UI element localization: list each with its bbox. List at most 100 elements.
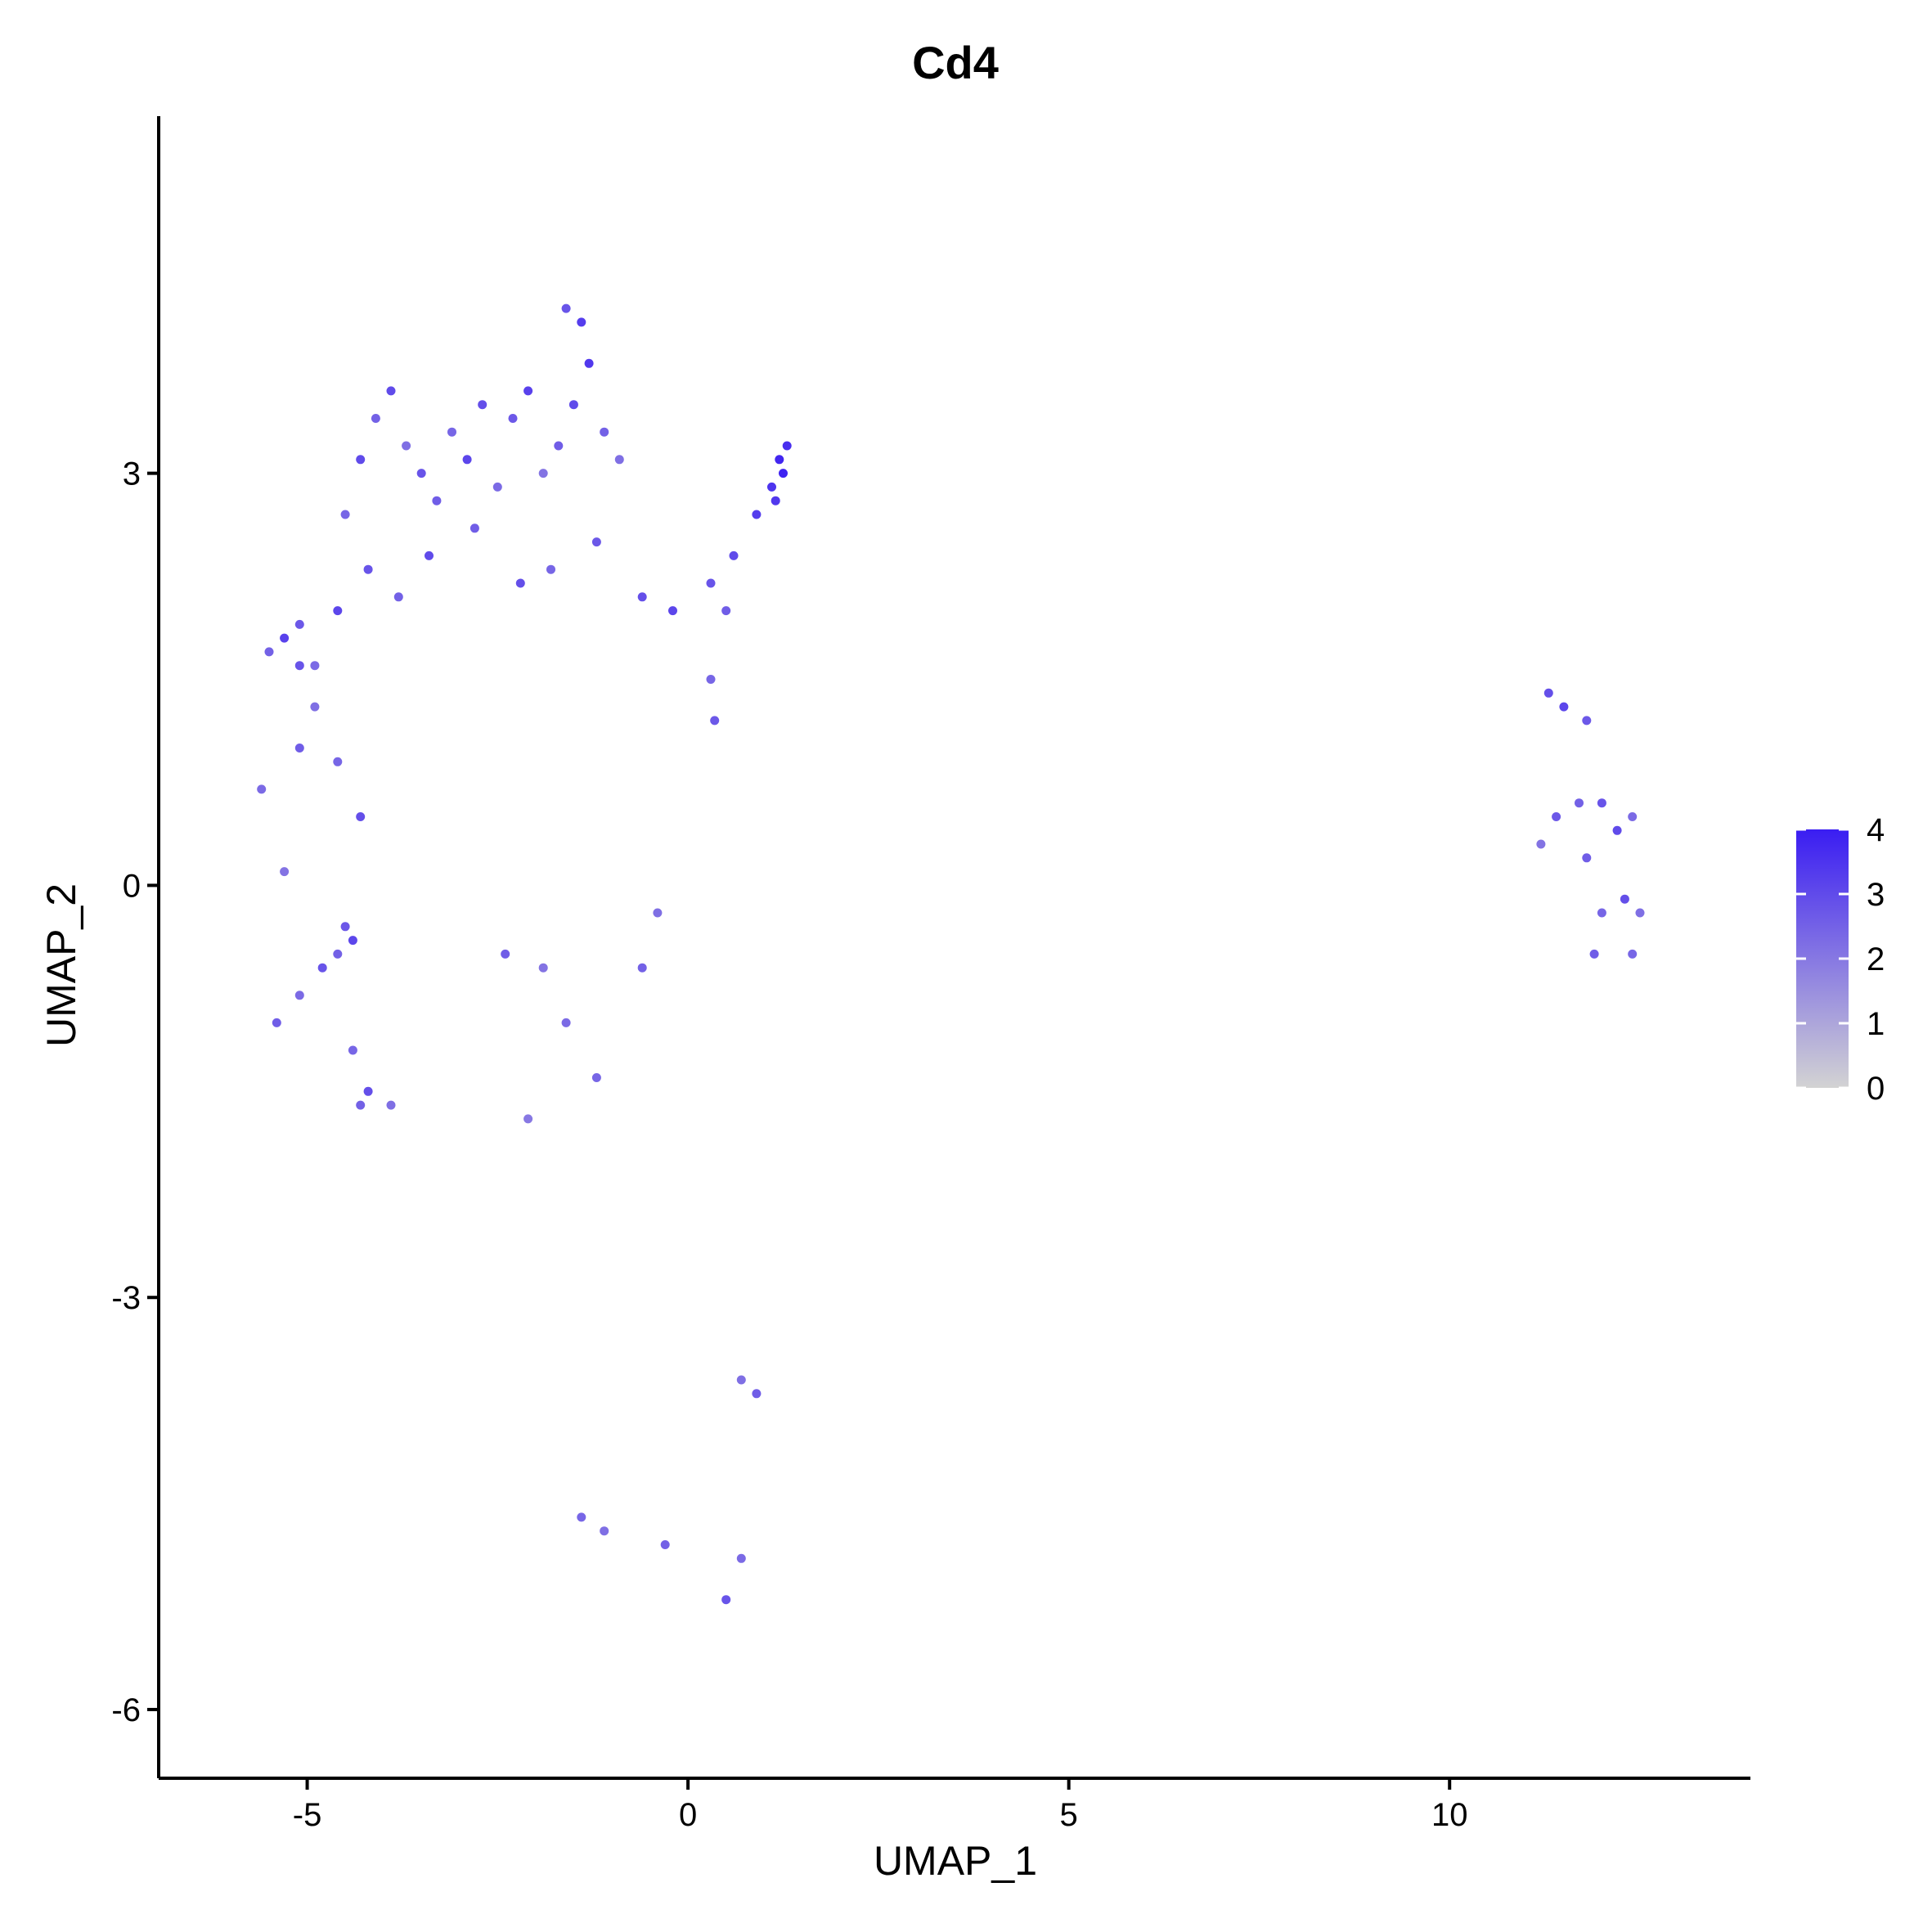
data-point bbox=[257, 784, 267, 794]
data-point bbox=[1589, 949, 1599, 959]
data-point bbox=[637, 963, 647, 973]
y-tick-label: 3 bbox=[123, 456, 141, 492]
data-point bbox=[363, 1086, 373, 1096]
data-point bbox=[600, 427, 609, 437]
data-point bbox=[1559, 702, 1569, 712]
data-point bbox=[752, 510, 762, 519]
colorbar-label: 3 bbox=[1867, 877, 1885, 913]
data-point bbox=[782, 441, 792, 451]
data-point bbox=[333, 606, 343, 616]
data-point bbox=[577, 1512, 586, 1522]
data-point bbox=[1552, 812, 1561, 821]
data-point bbox=[416, 469, 426, 479]
data-point bbox=[523, 386, 533, 396]
data-point bbox=[600, 1526, 609, 1536]
data-point bbox=[538, 963, 548, 973]
data-point bbox=[333, 757, 343, 766]
data-point bbox=[386, 1100, 396, 1110]
data-point bbox=[317, 963, 327, 973]
data-point bbox=[447, 427, 456, 437]
data-point bbox=[523, 1114, 533, 1124]
data-point bbox=[591, 537, 601, 547]
data-point bbox=[333, 949, 343, 959]
data-point bbox=[538, 469, 548, 479]
x-tick-label: 5 bbox=[1060, 1797, 1078, 1833]
data-point bbox=[1635, 908, 1645, 918]
data-point bbox=[775, 455, 784, 465]
data-point bbox=[779, 469, 788, 479]
data-point bbox=[1597, 798, 1606, 808]
data-point bbox=[501, 949, 510, 959]
data-point bbox=[1582, 716, 1592, 726]
data-point bbox=[470, 523, 479, 533]
data-point bbox=[591, 1073, 601, 1082]
data-point bbox=[294, 744, 304, 753]
data-point bbox=[264, 647, 274, 657]
data-point bbox=[637, 592, 647, 602]
data-point bbox=[1543, 688, 1553, 698]
data-point bbox=[1628, 812, 1638, 821]
data-point bbox=[706, 675, 716, 684]
colorbar-label: 0 bbox=[1867, 1071, 1885, 1107]
points-layer bbox=[257, 303, 1645, 1605]
color-legend: 0 1 2 3 4 bbox=[1796, 812, 1885, 1107]
data-point bbox=[736, 1553, 746, 1563]
x-tick-label: 0 bbox=[679, 1797, 697, 1833]
colorbar-label: 2 bbox=[1867, 941, 1885, 977]
data-point bbox=[721, 606, 731, 616]
data-point bbox=[729, 550, 739, 560]
data-point bbox=[356, 1100, 366, 1110]
data-point bbox=[577, 317, 586, 327]
data-point bbox=[508, 414, 518, 423]
data-point bbox=[561, 1018, 571, 1027]
data-point bbox=[668, 606, 677, 616]
data-point bbox=[348, 1045, 357, 1055]
data-point bbox=[393, 592, 403, 602]
y-tick-label: -3 bbox=[111, 1280, 141, 1316]
data-point bbox=[568, 400, 578, 410]
data-point bbox=[1536, 839, 1546, 849]
data-point bbox=[1582, 853, 1592, 863]
y-tick-label: -6 bbox=[111, 1692, 141, 1728]
x-axis-title: UMAP_1 bbox=[874, 1838, 1037, 1884]
data-point bbox=[294, 991, 304, 1000]
y-axis-title: UMAP_2 bbox=[38, 883, 84, 1047]
data-point bbox=[402, 441, 411, 451]
data-point bbox=[363, 564, 373, 574]
data-point bbox=[767, 482, 776, 492]
x-tick-label: -5 bbox=[293, 1797, 322, 1833]
data-point bbox=[462, 455, 472, 465]
data-point bbox=[1620, 894, 1629, 904]
data-point bbox=[653, 908, 663, 918]
data-point bbox=[356, 455, 366, 465]
data-point bbox=[280, 633, 290, 643]
data-point bbox=[371, 414, 380, 423]
data-point bbox=[752, 1389, 762, 1399]
data-point bbox=[492, 482, 502, 492]
data-point bbox=[340, 922, 350, 932]
data-point bbox=[310, 661, 320, 671]
data-point bbox=[356, 812, 366, 821]
data-point bbox=[561, 303, 571, 313]
data-point bbox=[425, 550, 434, 560]
axes: -5 0 5 10 -6 -3 0 3 bbox=[111, 116, 1750, 1833]
data-point bbox=[1612, 825, 1622, 835]
data-point bbox=[478, 400, 487, 410]
data-point bbox=[554, 441, 564, 451]
data-point bbox=[1628, 949, 1638, 959]
chart-title: Cd4 bbox=[912, 37, 999, 88]
data-point bbox=[614, 455, 624, 465]
data-point bbox=[294, 619, 304, 629]
data-point bbox=[706, 578, 716, 588]
data-point bbox=[660, 1540, 670, 1549]
data-point bbox=[546, 564, 555, 574]
data-point bbox=[310, 702, 320, 712]
data-point bbox=[348, 936, 357, 946]
data-point bbox=[1575, 798, 1584, 808]
data-point bbox=[721, 1595, 731, 1605]
data-point bbox=[432, 496, 442, 505]
data-point bbox=[340, 510, 350, 519]
data-point bbox=[710, 716, 720, 726]
data-point bbox=[294, 661, 304, 671]
